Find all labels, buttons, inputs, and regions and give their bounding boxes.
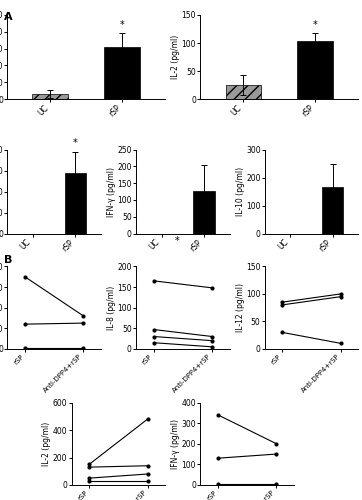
Y-axis label: IL-12 (pg/ml): IL-12 (pg/ml): [236, 283, 245, 332]
Text: B: B: [4, 255, 12, 265]
Bar: [226, 85, 261, 99]
Text: A: A: [4, 12, 12, 22]
Y-axis label: IL-2 (pg/ml): IL-2 (pg/ml): [171, 35, 180, 79]
Y-axis label: IL-8 (pg/ml): IL-8 (pg/ml): [107, 286, 116, 330]
Text: *: *: [120, 20, 125, 30]
Bar: [32, 94, 68, 99]
Bar: [322, 188, 344, 234]
Text: *: *: [73, 138, 78, 148]
Y-axis label: IL-10 (pg/ml): IL-10 (pg/ml): [236, 167, 245, 216]
Bar: [65, 172, 86, 234]
Text: *: *: [175, 236, 180, 246]
Y-axis label: IFN-γ (pg/ml): IFN-γ (pg/ml): [107, 166, 116, 216]
Bar: [297, 42, 333, 99]
Text: *: *: [313, 20, 318, 30]
Bar: [193, 190, 215, 234]
Y-axis label: IFN-γ (pg/ml): IFN-γ (pg/ml): [171, 419, 180, 469]
Bar: [104, 47, 140, 99]
Y-axis label: IL-2 (pg/ml): IL-2 (pg/ml): [42, 422, 51, 466]
